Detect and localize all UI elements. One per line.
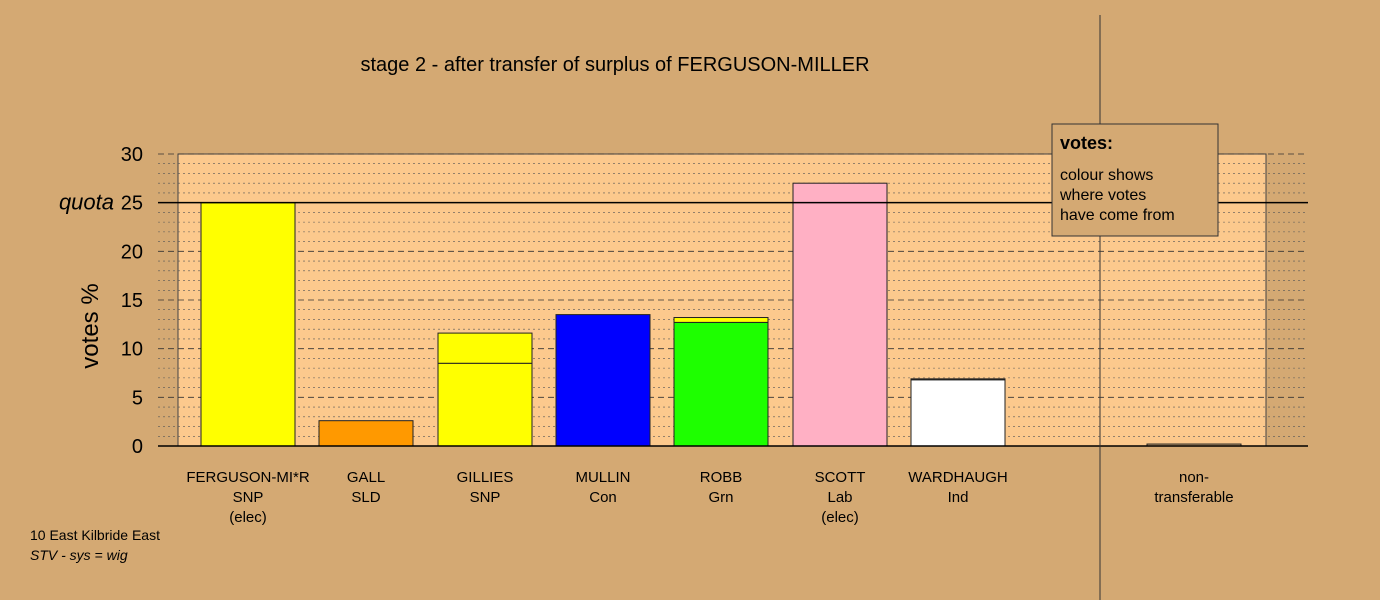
legend-box (1051, 123, 1219, 237)
bar-segment (437, 332, 533, 364)
legend-text: where votes (1059, 187, 1146, 204)
category-label: SCOTT (815, 469, 866, 486)
quota-label: quota (59, 190, 114, 215)
bar-segment (200, 202, 296, 447)
y-tick-label: 30 (121, 144, 143, 166)
bar-segment (910, 378, 1006, 381)
bar-segment (792, 182, 888, 447)
y-axis-label: votes % (77, 283, 104, 368)
bar-segment (437, 362, 533, 447)
category-label: SNP (233, 489, 264, 506)
nontransferable-label: non- (1179, 469, 1209, 486)
legend-title: votes: (1060, 133, 1113, 153)
category-label: ROBB (700, 469, 743, 486)
bar-segment (673, 317, 769, 323)
category-label: GILLIES (457, 469, 514, 486)
y-tick-label: 15 (121, 290, 143, 312)
category-label: SNP (470, 489, 501, 506)
category-label: Ind (948, 489, 969, 506)
y-tick-label: 20 (121, 241, 143, 263)
y-tick-label: 0 (132, 436, 143, 458)
category-label: (elec) (821, 509, 859, 526)
bar-segment (555, 314, 651, 447)
bar-segment (673, 321, 769, 447)
bar-segment (910, 379, 1006, 447)
category-label: GALL (347, 469, 385, 486)
y-tick-label: 10 (121, 339, 143, 361)
y-tick-label: 5 (132, 387, 143, 409)
nontransferable-label: transferable (1154, 489, 1233, 506)
y-tick-label: 25 (121, 193, 143, 215)
system-note: STV - sys = wig (30, 547, 128, 563)
category-label: Grn (708, 489, 733, 506)
category-label: WARDHAUGH (908, 469, 1007, 486)
legend-text: colour shows (1060, 167, 1153, 184)
category-label: Lab (827, 489, 852, 506)
ward-name: 10 East Kilbride East (30, 527, 160, 543)
category-label: MULLIN (575, 469, 630, 486)
category-label: Con (589, 489, 617, 506)
bar-segment (318, 420, 414, 447)
category-label: (elec) (229, 509, 267, 526)
legend-text: have come from (1060, 207, 1175, 224)
chart-title: stage 2 - after transfer of surplus of F… (360, 54, 869, 76)
category-label: FERGUSON-MI*R (186, 469, 310, 486)
category-label: SLD (351, 489, 380, 506)
